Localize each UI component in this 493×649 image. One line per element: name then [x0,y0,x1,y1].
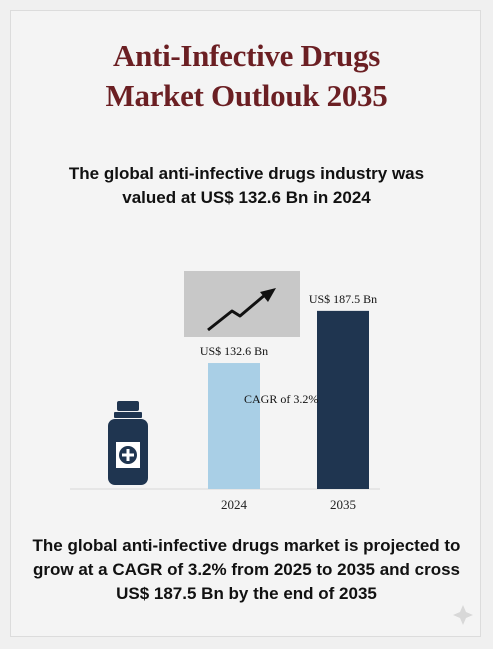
page-title: Anti-Infective Drugs Market Outlouk 2035 [0,36,493,116]
subtitle-line-1: The global anti-infective drugs industry… [68,164,425,183]
medicine-bottle-icon [108,401,148,485]
data-label-2024: US$ 132.6 Bn [200,344,268,358]
footer-line-1: The global anti-infective drugs market i… [32,536,461,555]
footer-line-3: US$ 187.5 Bn by the end of 2035 [116,584,377,603]
title-line-2: Market Outlouk 2035 [105,78,388,113]
bar-2024 [208,363,260,489]
title-line-1: Anti-Infective Drugs [113,38,380,73]
tick-label-2035: 2035 [330,497,356,512]
footer-line-2: grow at a CAGR of 3.2% from 2025 to 2035… [32,560,461,579]
cagr-annotation: CAGR of 3.2% [244,392,318,406]
footer-text: The global anti-infective drugs market i… [0,534,493,606]
trend-up-arrow-icon [184,271,300,337]
data-label-2035: US$ 187.5 Bn [309,292,377,306]
bar-2035 [317,310,369,489]
watermark-star-icon [453,605,473,625]
tick-label-2024: 2024 [221,497,248,512]
subtitle: The global anti-infective drugs industry… [0,162,493,210]
subtitle-line-2: valued at US$ 132.6 Bn in 2024 [122,188,371,207]
